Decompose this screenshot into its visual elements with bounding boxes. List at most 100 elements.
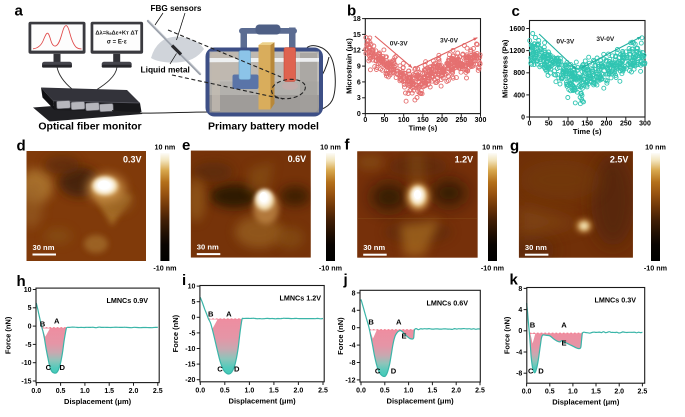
svg-text:0.6V: 0.6V [288, 154, 307, 164]
svg-text:B: B [530, 321, 536, 330]
svg-text:0.5: 0.5 [56, 388, 66, 395]
svg-text:0: 0 [191, 315, 195, 322]
svg-text:i: i [182, 272, 186, 289]
svg-text:k: k [510, 272, 519, 289]
svg-text:-4: -4 [349, 343, 355, 350]
svg-text:0: 0 [363, 117, 367, 124]
svg-text:100: 100 [562, 120, 574, 127]
svg-text:f: f [345, 137, 351, 154]
svg-text:0: 0 [528, 120, 532, 127]
svg-text:A: A [561, 321, 567, 330]
svg-text:10 nm: 10 nm [645, 143, 666, 152]
svg-text:LMNCs 0.9V: LMNCs 0.9V [106, 296, 148, 305]
svg-text:c: c [512, 3, 520, 20]
svg-text:-10: -10 [185, 346, 195, 353]
svg-text:B: B [208, 310, 214, 319]
svg-text:5: 5 [191, 299, 195, 306]
svg-text:LMNCs 0.6V: LMNCs 0.6V [426, 298, 468, 307]
svg-text:30 nm: 30 nm [525, 243, 547, 252]
svg-text:σ = E·ε: σ = E·ε [107, 40, 127, 46]
svg-text:10: 10 [188, 284, 196, 291]
svg-text:FBG sensors: FBG sensors [151, 4, 202, 13]
svg-text:9: 9 [357, 64, 361, 71]
svg-text:300: 300 [639, 120, 651, 127]
svg-text:0V-3V: 0V-3V [556, 38, 575, 45]
svg-text:15: 15 [353, 32, 361, 39]
svg-text:-10 nm: -10 nm [644, 264, 667, 273]
svg-text:A: A [396, 318, 402, 327]
svg-text:1.0: 1.0 [404, 388, 414, 395]
svg-text:-8: -8 [349, 360, 355, 367]
svg-text:2.0: 2.0 [129, 388, 139, 395]
svg-text:Δλ=kₑΔε+Kт ΔT: Δλ=kₑΔε+Kт ΔT [95, 31, 138, 37]
svg-text:10 nm: 10 nm [482, 143, 503, 152]
svg-text:Time (s): Time (s) [573, 127, 602, 136]
svg-text:Force (nN): Force (nN) [336, 317, 345, 355]
svg-text:2.5V: 2.5V [610, 155, 629, 165]
svg-text:3V-0V: 3V-0V [440, 37, 459, 44]
svg-text:400: 400 [513, 92, 525, 99]
svg-text:12: 12 [353, 48, 361, 55]
svg-text:D: D [234, 365, 240, 374]
svg-text:1.5: 1.5 [428, 388, 438, 395]
svg-text:0: 0 [357, 111, 361, 118]
svg-text:50: 50 [545, 120, 553, 127]
svg-text:250: 250 [620, 120, 632, 127]
svg-text:2.5: 2.5 [638, 389, 648, 396]
svg-text:g: g [510, 138, 519, 155]
svg-text:2.0: 2.0 [451, 388, 461, 395]
svg-text:250: 250 [455, 117, 467, 124]
svg-text:B: B [40, 320, 46, 329]
svg-text:300: 300 [475, 117, 487, 124]
svg-text:j: j [343, 272, 348, 289]
svg-text:Force (nN): Force (nN) [4, 316, 13, 354]
svg-text:Displacement (μm): Displacement (μm) [387, 397, 455, 406]
svg-text:LMNCs 1.2V: LMNCs 1.2V [279, 294, 321, 303]
svg-text:2.0: 2.0 [614, 389, 624, 396]
svg-text:1.2V: 1.2V [455, 155, 474, 165]
svg-text:e: e [182, 137, 190, 154]
svg-text:1.0: 1.0 [245, 387, 255, 394]
svg-text:1.0: 1.0 [80, 388, 90, 395]
svg-text:4: 4 [352, 308, 356, 315]
svg-text:B: B [368, 318, 374, 327]
svg-text:200: 200 [436, 117, 448, 124]
svg-text:10 nm: 10 nm [320, 143, 341, 152]
svg-text:C: C [375, 367, 381, 376]
svg-text:-15: -15 [21, 378, 31, 385]
svg-text:0: 0 [518, 328, 522, 335]
svg-text:-10 nm: -10 nm [481, 264, 504, 273]
svg-text:150: 150 [581, 120, 593, 127]
svg-text:A: A [226, 310, 232, 319]
svg-text:-20: -20 [185, 377, 195, 384]
svg-text:D: D [538, 367, 544, 376]
svg-text:150: 150 [417, 117, 429, 124]
svg-text:Microstrain (με): Microstrain (με) [344, 38, 353, 94]
svg-text:0: 0 [28, 324, 32, 331]
svg-text:Displacement (μm): Displacement (μm) [552, 398, 620, 407]
svg-text:-10 nm: -10 nm [153, 264, 176, 273]
svg-text:0: 0 [521, 114, 525, 121]
svg-text:1.5: 1.5 [104, 388, 114, 395]
svg-text:10 nm: 10 nm [155, 143, 176, 152]
svg-text:0V-3V: 0V-3V [390, 41, 409, 48]
svg-text:h: h [17, 273, 26, 290]
svg-text:C: C [217, 365, 223, 374]
svg-text:-12: -12 [345, 377, 355, 384]
svg-text:-4: -4 [516, 349, 522, 356]
svg-text:Displacement (μm): Displacement (μm) [64, 397, 132, 406]
svg-text:2.5: 2.5 [153, 388, 163, 395]
svg-text:0.0: 0.0 [31, 388, 41, 395]
svg-text:-10 nm: -10 nm [319, 264, 342, 273]
svg-text:Optical fiber monitor: Optical fiber monitor [38, 121, 141, 133]
svg-text:Microstress (Pa): Microstress (Pa) [501, 39, 510, 98]
svg-text:-5: -5 [189, 330, 195, 337]
svg-text:50: 50 [381, 117, 389, 124]
svg-text:Force (nN): Force (nN) [171, 314, 180, 352]
svg-text:b: b [347, 3, 356, 20]
svg-text:3: 3 [357, 95, 361, 102]
svg-text:Liquid metal: Liquid metal [141, 65, 190, 75]
svg-text:LMNCs 0.3V: LMNCs 0.3V [594, 296, 636, 305]
svg-text:1600: 1600 [509, 26, 525, 33]
svg-text:-10: -10 [21, 360, 31, 367]
